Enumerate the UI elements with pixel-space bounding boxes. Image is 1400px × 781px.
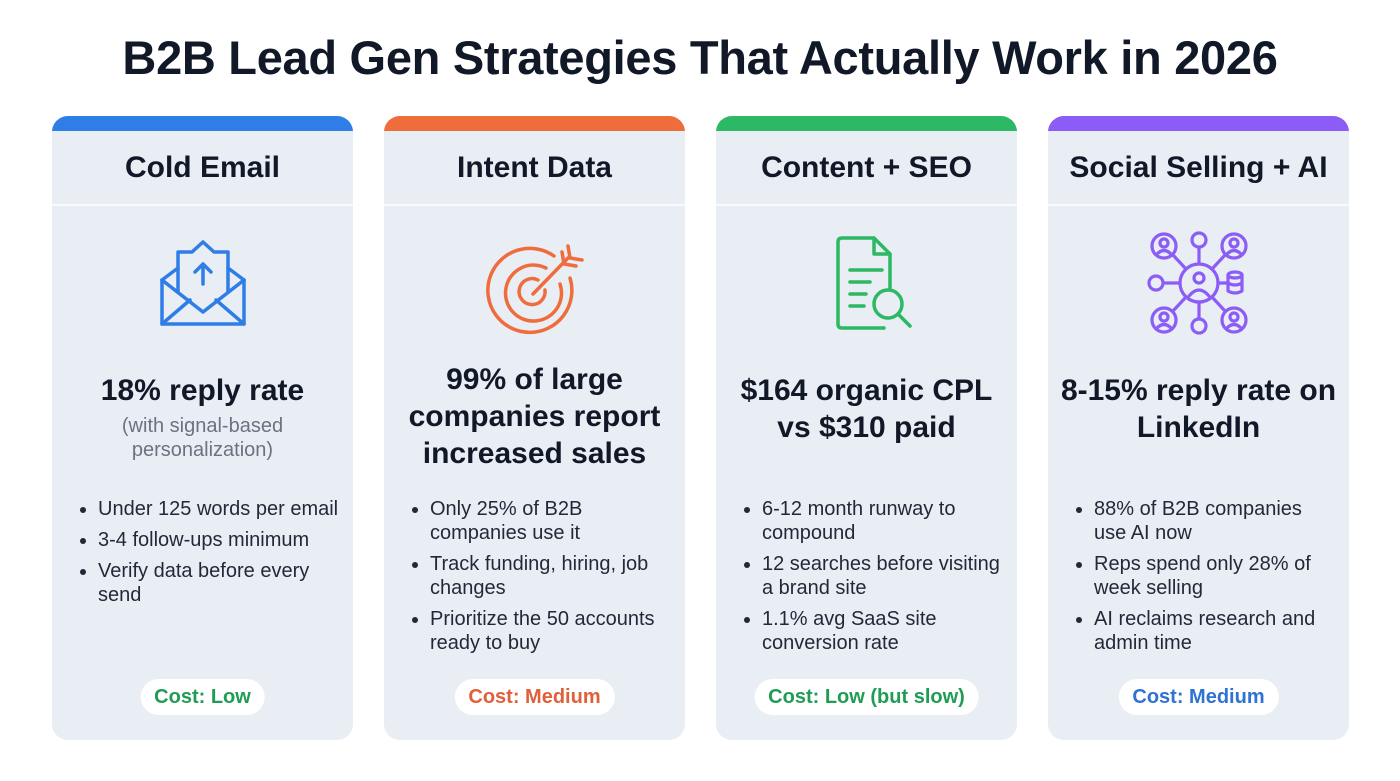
bullet-item: 1.1% avg SaaS site conversion rate	[744, 607, 1006, 655]
bullet-item: Under 125 words per email	[80, 497, 342, 521]
headline-note: (with signal-based personalization)	[121, 415, 284, 461]
strategy-card-content-seo: Content + SEO $164 organic CPL vs $310 p…	[716, 116, 1017, 740]
strategy-card-cold-email: Cold Email 18% reply rate (with signal-b…	[52, 116, 353, 740]
accent-bar	[52, 116, 353, 131]
card-title: Social Selling + AI	[1069, 150, 1328, 184]
cost-badge: Cost: Low (but slow)	[754, 679, 979, 715]
headline-stat: 18% reply rate	[100, 374, 305, 407]
headline-stat: $164 organic CPL vs $310 paid	[740, 374, 993, 444]
bullet-item: 88% of B2B companies use AI now	[1076, 497, 1338, 545]
cost-badge: Cost: Medium	[1118, 679, 1279, 715]
bullet-list: 88% of B2B companies use AI now Reps spe…	[1076, 497, 1338, 662]
bullet-item: 3-4 follow-ups minimum	[80, 528, 342, 552]
bullet-item: Only 25% of B2B companies use it	[412, 497, 674, 545]
network-people-icon	[1144, 228, 1254, 338]
bullet-list: Only 25% of B2B companies use it Track f…	[412, 497, 674, 662]
envelope-upload-icon	[148, 228, 258, 338]
cost-badge: Cost: Medium	[454, 679, 615, 715]
bullet-item: 6-12 month runway to compound	[744, 497, 1006, 545]
accent-bar	[716, 116, 1017, 131]
accent-bar	[1048, 116, 1349, 131]
bullet-list: 6-12 month runway to compound 12 searche…	[744, 497, 1006, 662]
bullet-item: Reps spend only 28% of week selling	[1076, 552, 1338, 600]
strategy-card-intent-data: Intent Data 99% of large companies repor…	[384, 116, 685, 740]
card-title: Intent Data	[456, 150, 612, 184]
bullet-item: AI reclaims research and admin time	[1076, 607, 1338, 655]
bullet-item: 12 searches before visiting a brand site	[744, 552, 1006, 600]
target-arrow-icon	[480, 228, 590, 338]
bullet-list: Under 125 words per email 3-4 follow-ups…	[80, 497, 342, 614]
document-search-icon	[812, 228, 922, 338]
card-title: Content + SEO	[761, 150, 972, 184]
divider	[52, 204, 353, 206]
divider	[716, 204, 1017, 206]
strategy-card-social-selling-ai: Social Selling + AI 8-15% reply rate on …	[1048, 116, 1349, 740]
card-title: Cold Email	[124, 150, 281, 184]
bullet-item: Prioritize the 50 accounts ready to buy	[412, 607, 674, 655]
bullet-item: Track funding, hiring, job changes	[412, 552, 674, 600]
bullet-item: Verify data before every send	[80, 559, 342, 607]
divider	[1048, 204, 1349, 206]
accent-bar	[384, 116, 685, 131]
cost-badge: Cost: Low	[140, 679, 265, 715]
headline-stat: 8-15% reply rate on LinkedIn	[1060, 374, 1337, 444]
headline-stat: 99% of large companies report increased …	[408, 363, 661, 470]
divider	[384, 204, 685, 206]
page-title: B2B Lead Gen Strategies That Actually Wo…	[122, 31, 1278, 84]
